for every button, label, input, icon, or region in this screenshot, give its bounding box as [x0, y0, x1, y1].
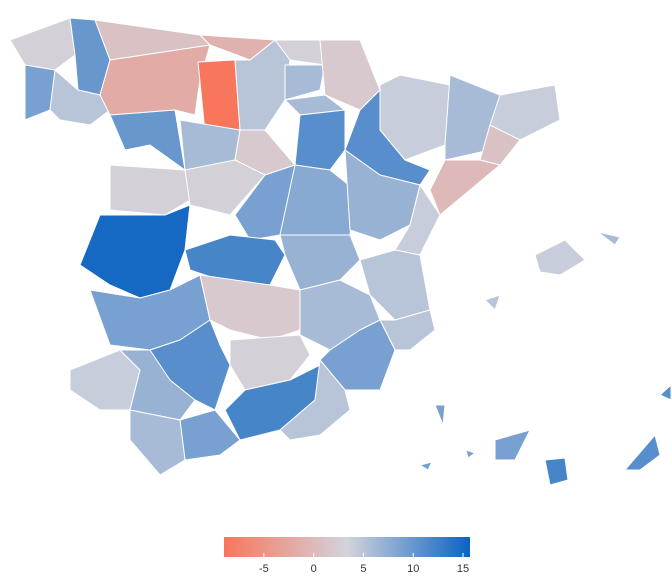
province: [279, 234, 361, 291]
regions: [9, 17, 672, 486]
province: [284, 64, 326, 101]
province: [129, 409, 186, 476]
province: [197, 59, 241, 133]
province: [49, 69, 111, 126]
province: [419, 461, 433, 471]
province: [624, 434, 661, 471]
province: [494, 429, 531, 461]
legend-tick-label: -5: [259, 563, 269, 575]
province: [597, 231, 621, 246]
province: [184, 234, 286, 286]
province: [484, 294, 501, 311]
province: [184, 159, 266, 216]
province: [434, 404, 446, 426]
legend-tick-label: 10: [407, 563, 419, 575]
legend-tick-label: 0: [311, 563, 317, 575]
province: [279, 359, 351, 441]
color-legend: -5 0 5 10 15: [224, 537, 470, 575]
province: [465, 449, 476, 459]
province: [199, 274, 301, 341]
province: [109, 109, 186, 171]
province: [534, 239, 586, 276]
province: [544, 457, 569, 486]
province: [79, 204, 191, 299]
province: [9, 17, 76, 71]
legend-tick-label: 15: [457, 563, 469, 575]
province: [294, 109, 346, 171]
colorbar: [224, 537, 470, 557]
province: [659, 384, 672, 401]
legend-tick-label: 5: [360, 563, 366, 575]
province: [429, 159, 501, 216]
province: [24, 64, 56, 121]
province: [489, 84, 561, 141]
province: [109, 164, 191, 216]
province: [99, 44, 211, 116]
